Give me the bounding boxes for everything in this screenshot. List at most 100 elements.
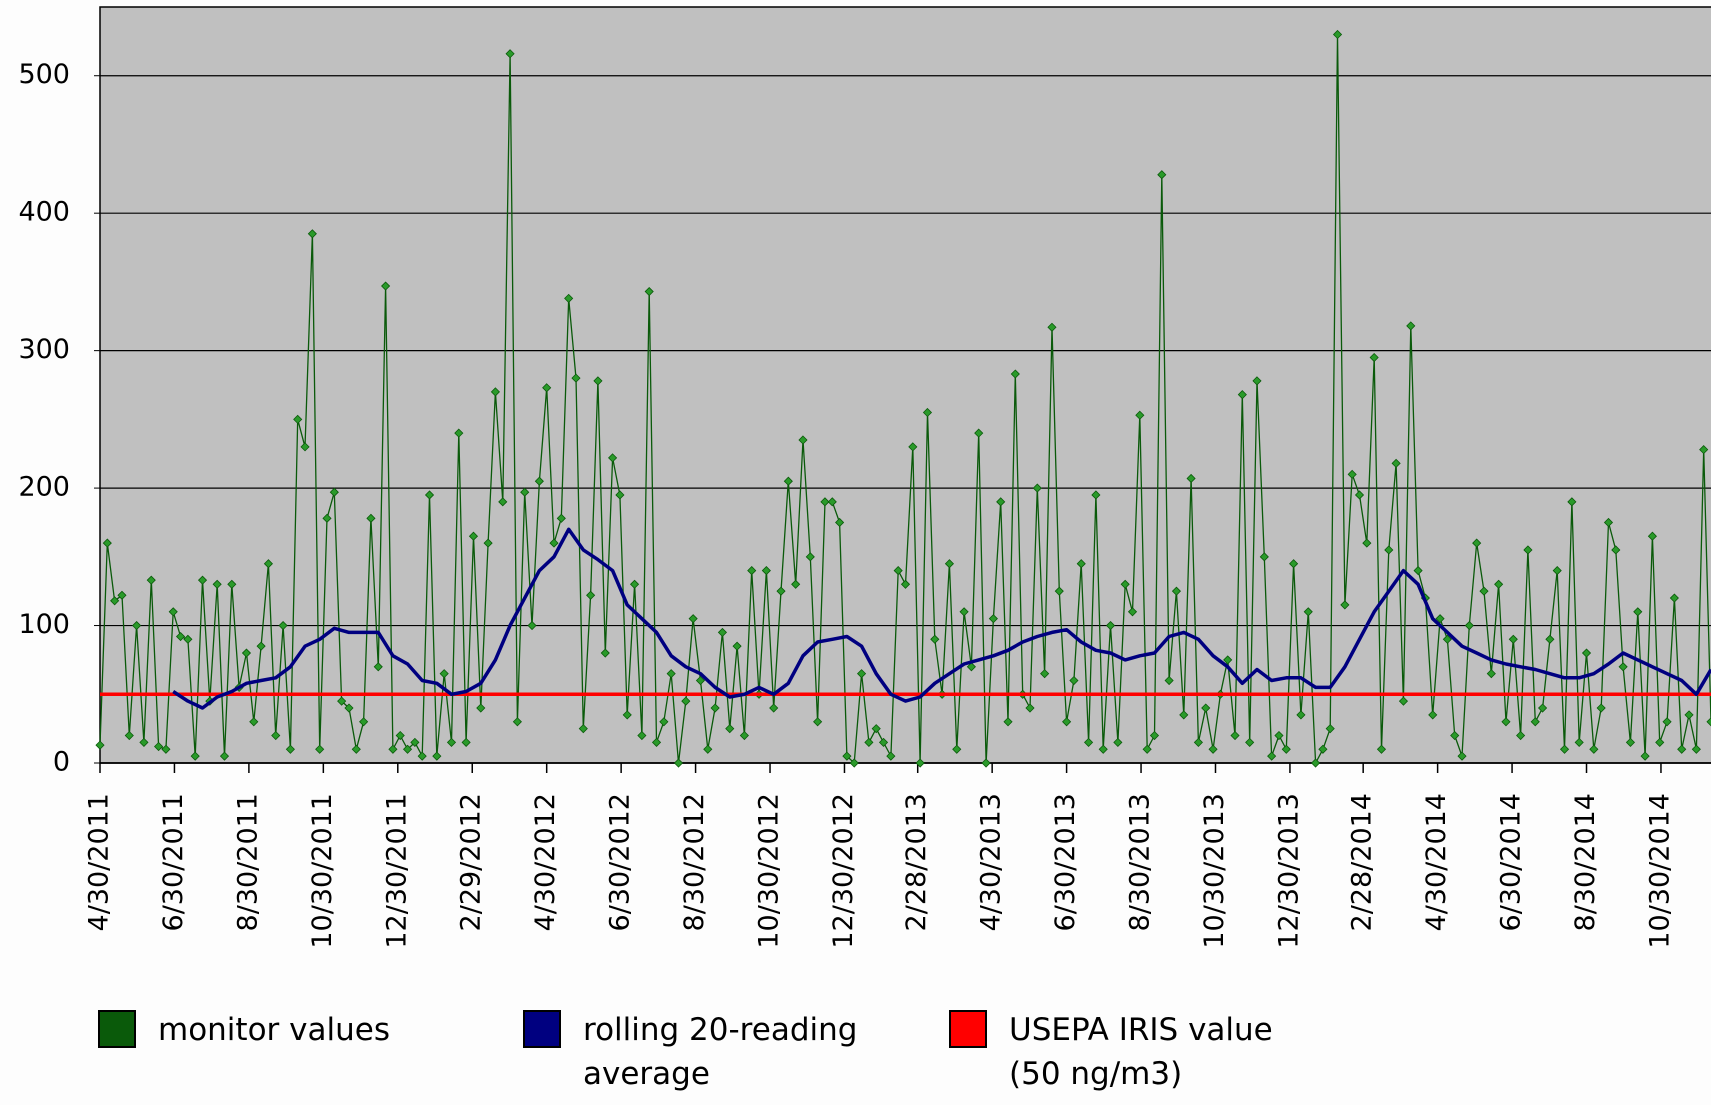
data-point xyxy=(886,751,896,761)
data-point xyxy=(835,517,845,528)
x-tick-label: 4/30/2011 xyxy=(84,793,115,931)
data-point xyxy=(1662,717,1672,727)
data-point xyxy=(1098,744,1108,754)
data-point xyxy=(959,607,969,617)
data-point xyxy=(271,730,281,741)
data-point xyxy=(1252,376,1262,386)
data-point xyxy=(1603,517,1614,528)
data-point xyxy=(761,565,771,576)
data-point xyxy=(571,373,581,383)
data-point xyxy=(1545,634,1555,644)
data-point xyxy=(95,740,105,750)
x-tick-label: 8/30/2013 xyxy=(1125,793,1156,931)
data-point xyxy=(1684,710,1694,720)
data-point xyxy=(146,575,156,585)
data-point xyxy=(1406,321,1416,331)
data-point xyxy=(1223,655,1233,665)
data-point xyxy=(1186,473,1196,484)
data-point xyxy=(556,513,566,523)
data-point xyxy=(1032,483,1042,493)
data-point xyxy=(1230,730,1240,741)
data-point xyxy=(337,696,347,706)
data-point xyxy=(893,565,903,576)
data-point xyxy=(1501,717,1511,727)
data-point xyxy=(1171,586,1182,596)
data-point xyxy=(388,744,398,754)
x-tick-label: 4/30/2013 xyxy=(976,793,1007,931)
y-tick-label: 300 xyxy=(18,334,70,365)
data-point xyxy=(410,737,420,747)
plot-area xyxy=(99,6,1711,764)
data-point xyxy=(1047,322,1057,332)
data-point xyxy=(952,744,962,754)
data-point xyxy=(1538,703,1548,713)
data-point xyxy=(593,376,603,386)
data-point xyxy=(988,614,998,624)
data-point xyxy=(1113,737,1123,747)
y-tick-label: 100 xyxy=(18,609,70,640)
data-point xyxy=(505,49,515,59)
data-point xyxy=(212,579,222,589)
data-point xyxy=(161,744,171,754)
y-tick-label: 200 xyxy=(18,472,70,503)
x-tick-label: 8/30/2012 xyxy=(679,793,710,931)
data-point xyxy=(1054,586,1064,596)
x-tick-label: 6/30/2011 xyxy=(158,793,189,931)
data-point xyxy=(878,737,889,747)
x-tick-label: 8/30/2014 xyxy=(1570,793,1601,931)
data-point xyxy=(615,490,625,500)
data-point xyxy=(256,641,266,651)
data-point xyxy=(307,229,317,239)
legend-swatch xyxy=(98,1010,136,1048)
data-point xyxy=(1516,730,1526,741)
data-point xyxy=(300,442,310,452)
data-point xyxy=(454,428,464,438)
legend-label: USEPA IRIS value (50 ng/m3) xyxy=(1009,1012,1273,1092)
data-point xyxy=(1457,751,1467,761)
data-point xyxy=(776,586,786,596)
data-point xyxy=(1398,696,1409,706)
data-point xyxy=(1384,545,1394,555)
data-point xyxy=(1303,607,1313,617)
data-point xyxy=(1618,662,1628,672)
data-point xyxy=(373,662,383,672)
data-point xyxy=(629,579,640,589)
data-point xyxy=(498,497,508,507)
data-point xyxy=(1376,744,1387,754)
data-point xyxy=(1494,579,1504,589)
data-point xyxy=(278,620,288,631)
legend-swatch xyxy=(949,1010,987,1048)
data-point xyxy=(476,703,486,713)
data-point xyxy=(1120,579,1130,589)
legend-label: monitor values xyxy=(158,1012,390,1048)
data-point xyxy=(249,717,259,727)
data-point xyxy=(739,730,749,741)
legend-swatch xyxy=(523,1010,561,1048)
data-point xyxy=(1127,607,1138,617)
data-point xyxy=(1633,607,1643,617)
data-point xyxy=(842,751,852,761)
data-point xyxy=(1413,565,1423,576)
data-point xyxy=(315,744,325,754)
data-point xyxy=(944,559,955,569)
data-point xyxy=(110,596,120,606)
series-line xyxy=(172,527,1711,710)
data-point xyxy=(710,703,720,713)
data-point xyxy=(1479,586,1489,596)
data-point xyxy=(915,758,925,768)
data-point xyxy=(600,648,610,658)
data-point xyxy=(703,744,713,754)
data-point xyxy=(666,669,676,679)
data-point xyxy=(1699,445,1709,455)
data-point xyxy=(1281,744,1291,754)
data-point xyxy=(1289,559,1299,569)
data-point xyxy=(483,538,493,548)
data-point xyxy=(673,758,684,768)
data-point xyxy=(681,696,691,706)
data-point xyxy=(608,453,618,463)
data-point xyxy=(813,717,823,727)
data-point xyxy=(791,579,801,589)
data-point xyxy=(1391,458,1401,468)
data-point xyxy=(549,538,559,548)
data-point xyxy=(871,724,881,734)
